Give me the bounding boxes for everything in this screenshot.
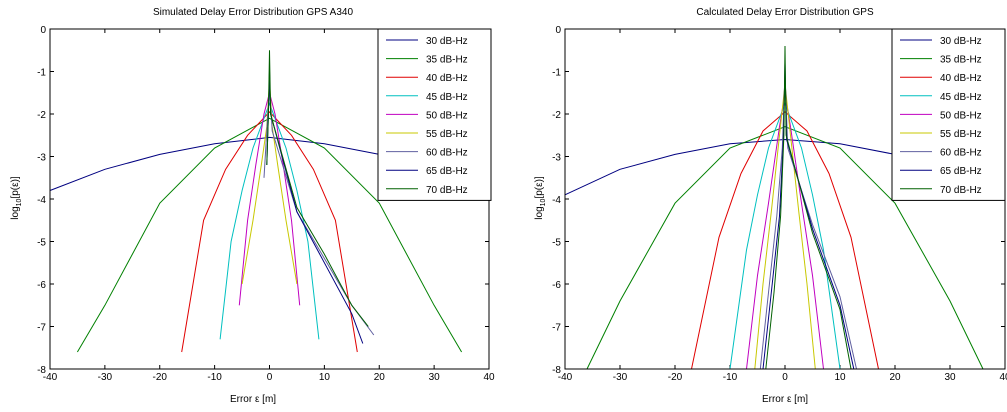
y-tick-label: -8 <box>37 365 46 376</box>
x-axis-label: Error ε [m] <box>762 394 808 405</box>
y-tick-label: -2 <box>552 110 561 121</box>
legend-label: 30 dB-Hz <box>426 36 468 47</box>
legend-label: 40 dB-Hz <box>940 73 982 84</box>
series-line-5 <box>746 92 824 370</box>
y-tick-label: -7 <box>37 323 46 334</box>
y-tick-label: 0 <box>40 25 46 36</box>
legend-label: 65 dB-Hz <box>426 166 468 177</box>
x-tick-label: -20 <box>153 372 168 383</box>
legend-label: 40 dB-Hz <box>426 73 468 84</box>
y-tick-label: -4 <box>552 195 561 206</box>
y-tick-label: 0 <box>555 25 561 36</box>
y-tick-label: -7 <box>552 323 561 334</box>
x-tick-label: 40 <box>999 372 1007 383</box>
legend: 30 dB-Hz 35 dB-Hz 40 dB-Hz 45 dB-Hz 50 dB-Hz… <box>891 28 1006 201</box>
series-line-9 <box>266 50 369 327</box>
x-tick-label: 20 <box>889 372 901 383</box>
x-tick-label: 30 <box>429 372 441 383</box>
legend-label: 45 dB-Hz <box>940 92 982 103</box>
x-tick-label: 20 <box>374 372 386 383</box>
axis-ticks: -40 -30 -20 -10 0 10 20 30 40 0 -1 -2 -3 -4 -5 -6 -7 -8 <box>552 25 1007 383</box>
series-line-5 <box>238 90 301 306</box>
legend: 30 dB-Hz 35 dB-Hz 40 dB-Hz 45 dB-Hz 50 dB-Hz… <box>377 28 492 201</box>
x-tick-label: 0 <box>782 372 788 383</box>
series-line-7 <box>263 84 375 336</box>
x-tick-label: 30 <box>944 372 956 383</box>
chart-title: Simulated Delay Error Distribution GPS A… <box>153 7 354 18</box>
legend-label: 50 dB-Hz <box>426 110 468 121</box>
x-tick-label: -40 <box>43 372 58 383</box>
y-tick-label: -2 <box>37 110 46 121</box>
x-tick-label: 40 <box>483 372 495 383</box>
legend-label: 35 dB-Hz <box>940 55 982 66</box>
legend-label: 30 dB-Hz <box>940 36 982 47</box>
legend-label: 35 dB-Hz <box>426 55 468 66</box>
x-tick-label: -30 <box>613 372 628 383</box>
y-axis-label: log10[p(ε)] <box>534 176 547 220</box>
x-tick-label: 0 <box>267 372 273 383</box>
x-tick-label: -10 <box>207 372 222 383</box>
series-lines <box>49 50 490 353</box>
y-tick-label: -5 <box>552 238 561 249</box>
y-tick-label: -4 <box>37 195 46 206</box>
series-line-4 <box>219 101 320 340</box>
legend-label: 55 dB-Hz <box>426 129 468 140</box>
series-line-3 <box>691 111 879 370</box>
legend-label: 70 dB-Hz <box>426 185 468 196</box>
y-axis-label: log10[p(ε)] <box>10 176 23 220</box>
y-tick-label: -3 <box>552 153 561 164</box>
y-tick-label: -8 <box>552 365 561 376</box>
x-tick-label: 10 <box>834 372 846 383</box>
legend-label: 45 dB-Hz <box>426 92 468 103</box>
y-tick-label: -5 <box>37 238 46 249</box>
series-line-2 <box>586 126 984 370</box>
x-tick-label: -30 <box>98 372 113 383</box>
series-line-4 <box>729 101 841 370</box>
y-tick-label: -3 <box>37 153 46 164</box>
y-tick-label: -6 <box>552 280 561 291</box>
y-tick-label: -1 <box>37 68 46 79</box>
y-tick-label: -1 <box>552 68 561 79</box>
series-line-7 <box>759 75 857 370</box>
legend-label: 50 dB-Hz <box>940 110 982 121</box>
y-tick-label: -6 <box>37 280 46 291</box>
series-line-3 <box>181 111 358 353</box>
x-tick-label: -10 <box>723 372 738 383</box>
series-line-2 <box>76 117 463 353</box>
chart-panel-simulated: Simulated Delay Error Distribution GPS A… <box>10 7 495 405</box>
legend-label: 70 dB-Hz <box>940 185 982 196</box>
legend-label: 60 dB-Hz <box>940 148 982 159</box>
legend-label: 60 dB-Hz <box>426 148 468 159</box>
series-line-9 <box>765 45 852 370</box>
x-tick-label: -20 <box>668 372 683 383</box>
chart-title: Calculated Delay Error Distribution GPS <box>696 7 874 18</box>
x-axis-label: Error ε [m] <box>230 394 276 405</box>
legend-label: 65 dB-Hz <box>940 166 982 177</box>
legend-label: 55 dB-Hz <box>940 129 982 140</box>
x-tick-label: 10 <box>319 372 331 383</box>
chart-panel-calculated: Calculated Delay Error Distribution GPS … <box>534 7 1007 405</box>
x-tick-label: -40 <box>558 372 573 383</box>
